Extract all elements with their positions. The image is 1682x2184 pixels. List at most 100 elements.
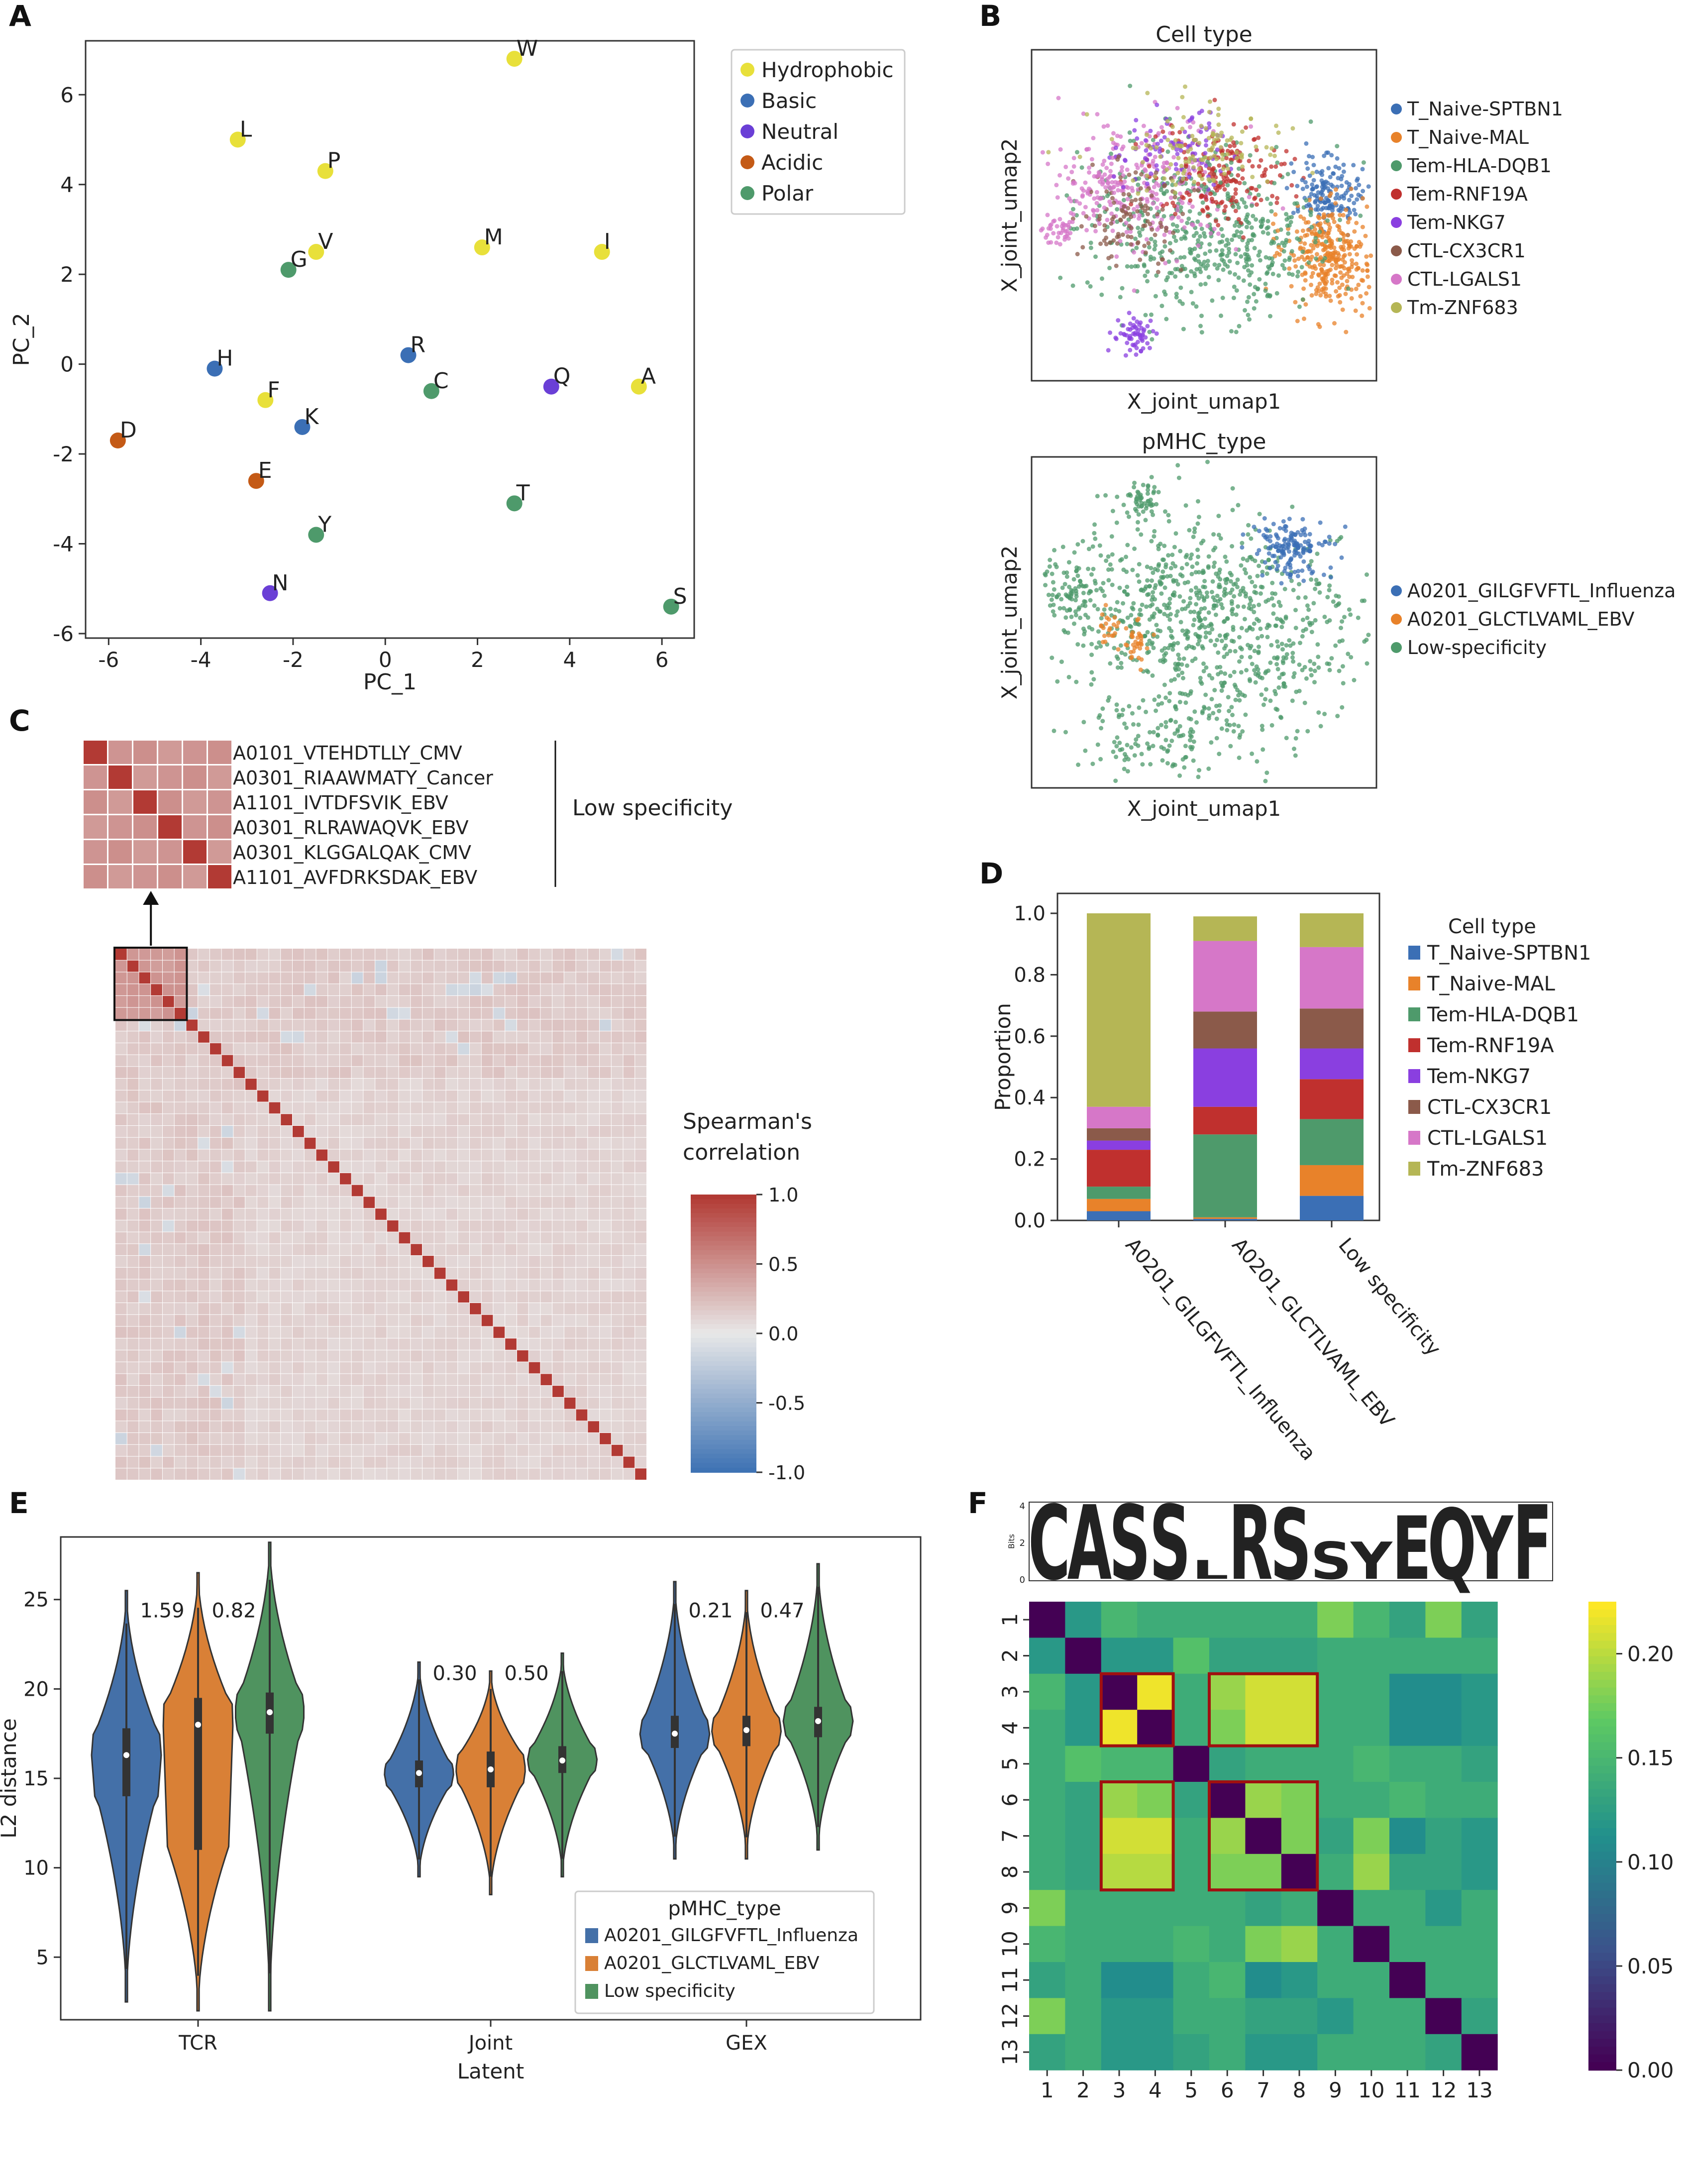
umap-point	[1059, 597, 1064, 602]
umap-point	[1209, 590, 1214, 594]
umap-point	[1300, 228, 1305, 233]
heatmap-cell	[528, 1090, 540, 1102]
umap-point	[1352, 229, 1357, 234]
umap-point	[1081, 111, 1086, 116]
heatmap-cell	[351, 984, 363, 995]
heatmap-cell	[540, 1208, 552, 1220]
umap-point	[1054, 224, 1059, 229]
heatmap-cell	[623, 1362, 635, 1374]
umap-point	[1256, 135, 1261, 140]
umap-point	[1223, 587, 1228, 592]
umap-point	[1136, 655, 1141, 660]
umap-point	[1170, 201, 1175, 206]
umap-point	[1349, 296, 1354, 301]
umap-point	[1121, 323, 1126, 328]
heatmap-cell	[339, 1220, 351, 1232]
heatmap-cell	[540, 1067, 552, 1079]
heatmap-cell	[528, 1114, 540, 1125]
umap-point	[1203, 151, 1208, 156]
heatmap-cell	[481, 1279, 493, 1291]
umap-point	[1145, 630, 1150, 635]
heatmap-cell	[351, 1326, 363, 1338]
heatmap-cell	[600, 1256, 611, 1267]
heatmap-cell	[339, 960, 351, 972]
umap-point	[1318, 724, 1323, 729]
heatmap-cell	[446, 972, 458, 984]
heatmap-cell	[233, 995, 245, 1007]
heatmap-cell	[363, 1244, 375, 1256]
umap-point	[1273, 545, 1278, 549]
umap-point	[1245, 252, 1250, 257]
heatmap-cell	[339, 1055, 351, 1067]
umap-point	[1217, 752, 1222, 757]
umap-point	[1118, 134, 1123, 139]
umap-point	[1316, 322, 1321, 327]
legend-marker	[1391, 132, 1402, 143]
heatmap-cell	[339, 1256, 351, 1267]
umap-point	[1251, 214, 1256, 218]
heatmap-cell	[411, 1055, 422, 1067]
heatmap-cell	[611, 1362, 623, 1374]
heatmap-cell	[221, 1338, 233, 1350]
heatmap-cell	[540, 1126, 552, 1137]
heatmap-cell	[293, 1303, 304, 1314]
umap-point	[1354, 286, 1359, 291]
heatmap-cell	[351, 1114, 363, 1125]
umap-point	[1115, 219, 1120, 224]
umap-point	[1234, 247, 1239, 252]
heatmap-cell	[434, 1067, 446, 1079]
umap-point	[1051, 231, 1056, 236]
umap-point	[1236, 205, 1241, 210]
heatmap-cell	[399, 1019, 411, 1031]
umap-point	[1052, 218, 1057, 223]
heatmap-cell	[470, 949, 481, 960]
umap-point	[1309, 192, 1314, 197]
umap-point	[1275, 196, 1280, 201]
umap-point	[1358, 214, 1363, 218]
umap-point	[1315, 642, 1320, 647]
umap-point	[1134, 496, 1139, 501]
umap-point	[1288, 565, 1293, 570]
heatmap-cell	[517, 1208, 528, 1220]
umap-point	[1104, 166, 1109, 170]
heatmap-cell	[375, 1350, 387, 1362]
heatmap-cell	[446, 1386, 458, 1397]
umap-point	[1298, 533, 1303, 538]
heatmap-cell	[210, 1197, 221, 1208]
heatmap-cell	[564, 1149, 576, 1161]
heatmap-cell	[600, 949, 611, 960]
umap-point	[1341, 213, 1346, 218]
umap-point	[1230, 587, 1235, 592]
heatmap-cell	[162, 1079, 174, 1090]
heatmap-cell	[351, 1102, 363, 1114]
heatmap-cell	[210, 1055, 221, 1067]
heatmap-cell	[434, 972, 446, 984]
umap-point	[1298, 214, 1303, 219]
heatmap-cell	[446, 1220, 458, 1232]
heatmap-cell	[481, 1386, 493, 1397]
umap-point	[1111, 215, 1116, 219]
heatmap-cell	[458, 1126, 469, 1137]
umap-point	[1314, 256, 1318, 261]
heatmap-cell	[363, 1043, 375, 1055]
heatmap-cell	[588, 1326, 600, 1338]
umap-point	[1327, 535, 1332, 540]
umap-point	[1338, 213, 1342, 218]
umap-point	[1076, 763, 1081, 767]
umap-point	[1290, 651, 1295, 655]
umap-point	[1126, 206, 1131, 211]
umap-point	[1189, 734, 1194, 739]
umap-point	[1315, 207, 1320, 212]
heatmap-cell	[257, 1173, 269, 1185]
umap-point	[1192, 617, 1197, 622]
heatmap-cell	[434, 1362, 446, 1374]
umap-point	[1165, 761, 1170, 765]
umap-point	[1331, 171, 1336, 176]
heatmap-cell	[458, 1338, 469, 1350]
legend-marker	[740, 63, 754, 77]
heatmap-cell	[162, 1126, 174, 1137]
heatmap-cell	[186, 1232, 198, 1244]
heatmap-cell	[387, 1338, 399, 1350]
heatmap-cell	[434, 1291, 446, 1303]
umap-point	[1181, 733, 1186, 738]
